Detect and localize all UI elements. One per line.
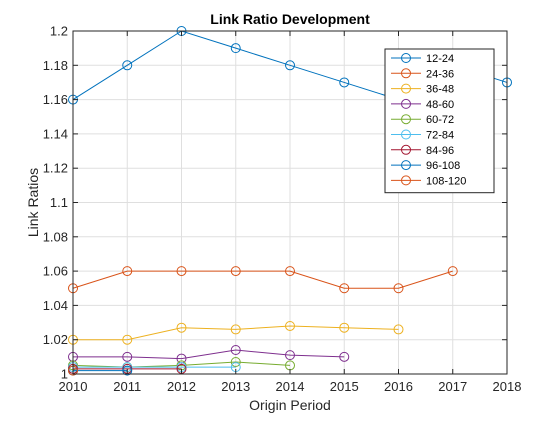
data-point <box>285 320 295 331</box>
data-point <box>230 43 241 54</box>
data-point <box>230 266 241 277</box>
legend-item: 12-24 <box>391 53 454 65</box>
series-line <box>72 361 291 368</box>
legend-marker <box>401 98 411 109</box>
y-tick-label: 1.06 <box>43 264 68 279</box>
data-point <box>176 322 187 333</box>
legend-marker <box>401 114 411 125</box>
data-point <box>122 365 133 376</box>
y-tick-label: 1.14 <box>43 126 68 141</box>
legend-marker <box>401 53 411 63</box>
data-point <box>339 351 350 362</box>
data-point <box>230 344 241 355</box>
legend-marker <box>401 175 411 186</box>
series-line <box>73 325 399 341</box>
data-point <box>339 77 350 88</box>
x-tick-label: 2017 <box>438 379 467 394</box>
series-line <box>73 349 345 360</box>
y-tick-label: 1.04 <box>43 298 68 313</box>
legend-label: 24-36 <box>426 68 454 80</box>
legend-item: 96-108 <box>391 160 460 172</box>
legend-label: 48-60 <box>426 99 454 111</box>
x-tick-label: 2014 <box>276 379 305 394</box>
y-axis-title: Link Ratios <box>25 168 41 237</box>
legend-item: 24-36 <box>391 68 454 80</box>
data-point <box>339 283 350 294</box>
y-tick-label: 1.1 <box>50 195 68 210</box>
legend-label: 36-48 <box>426 84 454 96</box>
legend-label: 60-72 <box>426 114 454 126</box>
legend: 12-24 24-36 36-48 48-60 60-72 72-84 84-96 96-10… <box>384 48 495 194</box>
data-point <box>122 334 133 345</box>
y-tick-label: 1.02 <box>43 332 68 347</box>
data-point <box>339 322 350 333</box>
data-point <box>176 266 187 277</box>
y-tick-label: 1 <box>61 367 68 382</box>
chart-title: Link Ratio Development <box>210 11 370 27</box>
x-tick-label: 2013 <box>221 379 250 394</box>
legend-marker <box>401 160 411 171</box>
legend-item: 108-120 <box>391 175 466 187</box>
data-point <box>285 60 295 71</box>
legend-label: 72-84 <box>426 130 454 142</box>
y-tick-label: 1.18 <box>43 58 68 73</box>
legend-item: 60-72 <box>391 114 454 126</box>
legend-item: 36-48 <box>391 83 454 96</box>
x-tick-label: 2012 <box>167 379 196 394</box>
data-point <box>230 356 241 367</box>
legend-item: 72-84 <box>391 129 454 142</box>
legend-label: 84-96 <box>426 145 454 157</box>
data-point <box>122 351 133 362</box>
data-point <box>230 324 241 335</box>
data-point <box>285 266 295 277</box>
data-point <box>285 350 295 361</box>
legend-label: 108-120 <box>426 175 466 187</box>
y-tick-label: 1.16 <box>43 92 68 107</box>
series-line <box>72 270 453 289</box>
legend-label: 12-24 <box>426 53 454 65</box>
legend-label: 96-108 <box>426 160 460 172</box>
legend-item: 48-60 <box>391 98 454 111</box>
data-point <box>122 60 133 71</box>
data-point <box>122 266 133 277</box>
data-point <box>393 283 404 294</box>
legend-marker <box>401 129 411 140</box>
x-tick-label: 2018 <box>493 379 522 394</box>
data-point <box>393 324 404 335</box>
ticks: 2010 2011 2012 2013 2014 2015 2016 2017 2018 1 1.0… <box>43 24 522 395</box>
x-tick-label: 2016 <box>384 379 413 394</box>
y-tick-label: 1.08 <box>43 229 68 244</box>
legend-item: 84-96 <box>391 144 454 157</box>
y-tick-label: 1.12 <box>43 161 68 176</box>
data-point <box>447 266 458 277</box>
x-tick-label: 2011 <box>113 379 141 394</box>
x-tick-label: 2015 <box>330 379 359 394</box>
legend-marker <box>401 83 411 94</box>
y-tick-label: 1.2 <box>50 24 68 39</box>
x-axis-title: Origin Period <box>249 397 331 413</box>
legend-marker <box>401 68 411 79</box>
legend-marker <box>401 144 411 155</box>
x-tick-label: 2010 <box>59 379 88 394</box>
